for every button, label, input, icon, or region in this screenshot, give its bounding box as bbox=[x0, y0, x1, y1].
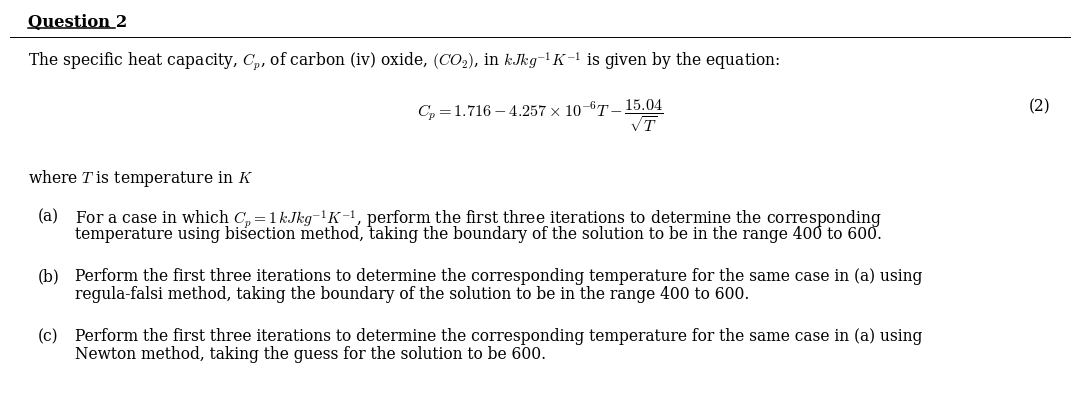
Text: (2): (2) bbox=[1028, 98, 1050, 115]
Text: where $T$ is temperature in $K$: where $T$ is temperature in $K$ bbox=[28, 168, 253, 189]
Text: Perform the first three iterations to determine the corresponding temperature fo: Perform the first three iterations to de… bbox=[75, 328, 922, 345]
Text: (a): (a) bbox=[38, 208, 59, 225]
Text: $C_p = 1.716 - 4.257 \times 10^{-6}T - \dfrac{15.04}{\sqrt{T}}$: $C_p = 1.716 - 4.257 \times 10^{-6}T - \… bbox=[417, 98, 663, 134]
Text: Newton method, taking the guess for the solution to be 600.: Newton method, taking the guess for the … bbox=[75, 346, 546, 363]
Text: The specific heat capacity, $C_p$, of carbon (iv) oxide, $(CO_2)$, in $kJkg^{-1}: The specific heat capacity, $C_p$, of ca… bbox=[28, 50, 780, 73]
Text: Perform the first three iterations to determine the corresponding temperature fo: Perform the first three iterations to de… bbox=[75, 268, 922, 285]
Text: Question 2: Question 2 bbox=[28, 14, 127, 31]
Text: (b): (b) bbox=[38, 268, 59, 285]
Text: temperature using bisection method, taking the boundary of the solution to be in: temperature using bisection method, taki… bbox=[75, 226, 882, 243]
Text: For a case in which $C_p = 1\,kJkg^{-1}K^{-1}$, perform the first three iteratio: For a case in which $C_p = 1\,kJkg^{-1}K… bbox=[75, 208, 881, 231]
Text: regula-falsi method, taking the boundary of the solution to be in the range 400 : regula-falsi method, taking the boundary… bbox=[75, 286, 750, 303]
Text: (c): (c) bbox=[38, 328, 58, 345]
